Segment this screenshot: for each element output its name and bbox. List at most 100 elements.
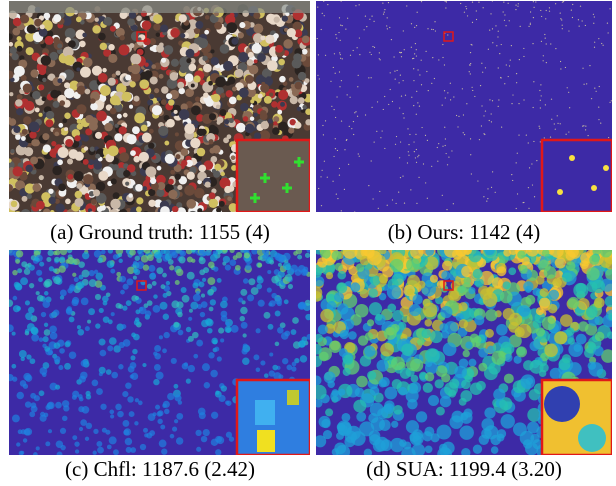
density-blob: [110, 269, 115, 274]
density-dot: [515, 9, 516, 10]
crowd-blob: [254, 59, 258, 63]
density-blob: [344, 436, 355, 447]
density-dot: [338, 32, 339, 33]
density-dot: [492, 171, 493, 172]
density-blob: [286, 365, 292, 371]
density-blob: [97, 258, 103, 264]
crowd-blob: [30, 69, 38, 77]
density-dot: [562, 1, 563, 2]
density-blob: [29, 283, 34, 288]
crowd-blob: [211, 57, 219, 65]
density-blob: [533, 320, 542, 329]
crowd-blob: [305, 119, 311, 125]
crowd-blob: [90, 98, 96, 104]
crowd-blob: [5, 70, 13, 78]
density-dot: [445, 97, 446, 98]
density-blob: [34, 256, 39, 261]
density-blob: [142, 363, 146, 367]
density-dot: [425, 182, 426, 183]
density-blob: [55, 385, 60, 390]
crowd-blob: [208, 81, 213, 86]
density-dot: [423, 163, 424, 164]
density-dot: [427, 140, 428, 141]
density-dot: [471, 44, 472, 45]
density-blob: [173, 322, 179, 328]
density-dot: [487, 188, 488, 189]
crowd-blob: [96, 111, 107, 122]
density-dot: [358, 153, 359, 154]
density-blob: [174, 419, 178, 423]
density-dot: [421, 1, 422, 2]
density-dot: [444, 90, 445, 91]
density-dot: [442, 57, 443, 58]
crowd-blob: [268, 118, 273, 123]
crowd-blob: [156, 32, 160, 36]
density-dot: [324, 161, 325, 162]
crowd-blob: [161, 86, 168, 93]
density-dot: [498, 106, 499, 107]
density-dot: [497, 36, 498, 37]
density-dot: [508, 3, 509, 4]
density-blob: [370, 386, 380, 396]
density-blob: [125, 382, 131, 388]
density-blob: [312, 385, 327, 400]
density-blob: [118, 259, 122, 263]
density-dot: [336, 37, 337, 38]
crowd-blob: [179, 109, 190, 120]
density-blob: [440, 306, 452, 318]
crowd-blob: [97, 206, 103, 212]
density-dot: [387, 17, 388, 18]
density-blob: [231, 325, 239, 333]
density-blob: [159, 335, 163, 339]
density-blob: [221, 385, 227, 391]
density-dot: [560, 68, 561, 69]
density-dot: [325, 120, 326, 121]
density-dot: [585, 25, 586, 26]
crowd-blob: [95, 132, 102, 139]
density-blob: [191, 259, 195, 263]
density-blob: [260, 360, 265, 365]
density-dot: [416, 203, 417, 204]
density-blob: [209, 307, 214, 312]
crowd-blob: [10, 47, 17, 54]
density-dot: [549, 11, 550, 12]
density-dot: [339, 17, 340, 18]
density-blob: [199, 412, 206, 419]
crowd-blob: [168, 179, 174, 185]
density-blob: [285, 274, 293, 282]
density-dot: [540, 100, 541, 101]
density-dot: [402, 175, 403, 176]
crowd-blob: [288, 128, 294, 134]
density-blob: [213, 267, 218, 272]
crowd-blob: [279, 76, 286, 83]
density-blob: [412, 435, 421, 444]
crowd-blob: [295, 122, 302, 129]
density-blob: [45, 441, 50, 446]
density-dot: [384, 12, 385, 13]
crowd-blob: [284, 214, 292, 222]
inset-cell: [287, 390, 299, 405]
density-blob: [210, 254, 218, 262]
crowd-blob: [135, 184, 143, 192]
density-blob: [518, 305, 530, 317]
density-dot: [445, 145, 446, 146]
crowd-blob: [15, 99, 22, 106]
density-blob: [15, 259, 20, 264]
density-blob: [441, 271, 450, 280]
density-blob: [544, 266, 557, 279]
crowd-blob: [13, 211, 23, 221]
density-dot: [539, 128, 540, 129]
density-blob: [79, 397, 84, 402]
crowd-blob: [24, 101, 34, 111]
density-blob: [96, 388, 103, 395]
density-blob: [217, 356, 222, 361]
density-dot: [403, 113, 404, 114]
crowd-blob: [239, 22, 245, 28]
crowd-blob: [32, 183, 41, 192]
crowd-blob: [287, 28, 296, 37]
density-dot: [327, 177, 328, 178]
density-dot: [523, 48, 524, 49]
density-blob: [348, 331, 357, 340]
density-dot: [460, 3, 461, 4]
sky: [9, 1, 310, 13]
